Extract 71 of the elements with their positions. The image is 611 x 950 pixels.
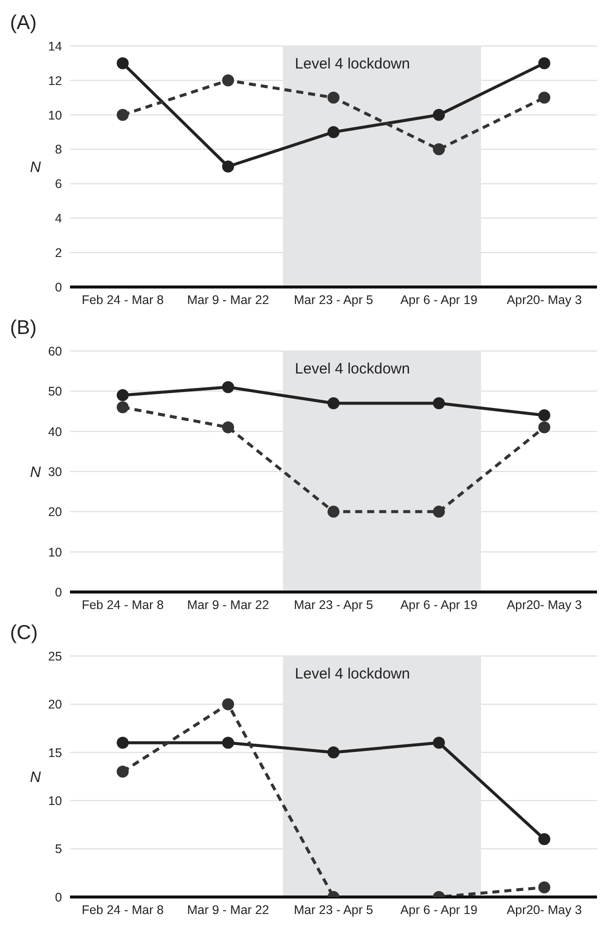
point [432, 506, 445, 518]
point [328, 746, 340, 758]
point [222, 160, 234, 172]
point [538, 92, 550, 104]
y-tick-label: 10 [48, 794, 62, 808]
point [222, 421, 234, 434]
x-tick-label: Mar 9 - Mar 22 [187, 902, 270, 917]
point [328, 92, 340, 104]
x-tick-label: Apr 6 - Apr 19 [400, 902, 478, 917]
chart-title: (B) [9, 316, 38, 341]
point [222, 698, 234, 710]
y-tick-label: 30 [48, 464, 62, 479]
y-axis-title: N [30, 464, 41, 481]
y-tick-label: 0 [55, 585, 62, 600]
point [116, 401, 129, 414]
y-tick-label: 0 [55, 280, 62, 294]
band-label: Level 4 lockdown [294, 56, 410, 73]
point [222, 74, 234, 86]
y-tick-label: 60 [48, 344, 62, 358]
point [222, 736, 234, 749]
point [538, 57, 550, 70]
point [116, 57, 129, 70]
x-tick-label: Mar 23 - Apr 5 [294, 598, 374, 612]
point [116, 108, 129, 121]
y-tick-label: 40 [48, 424, 62, 439]
point [432, 108, 445, 121]
x-tick-label: Mar 9 - Mar 22 [187, 292, 270, 307]
point [116, 389, 129, 402]
point [432, 736, 445, 749]
point [432, 143, 445, 156]
x-tick-label: Feb 24 - Mar 8 [82, 902, 164, 917]
point [328, 126, 340, 138]
x-tick-label: Mar 9 - Mar 22 [187, 598, 270, 612]
y-tick-label: 6 [55, 177, 62, 192]
y-tick-label: 14 [48, 39, 62, 54]
y-tick-label: 4 [55, 212, 62, 226]
x-tick-label: Mar 23 - Apr 5 [294, 292, 374, 307]
x-tick-label: Feb 24 - Mar 8 [82, 292, 164, 307]
x-tick-label: Apr20- May 3 [506, 598, 582, 612]
y-tick-label: 2 [55, 246, 62, 260]
band-label: Level 4 lockdown [294, 360, 410, 378]
y-tick-label: 0 [55, 890, 62, 904]
point [328, 506, 340, 518]
y-tick-label: 25 [48, 649, 62, 664]
point [222, 381, 234, 394]
chart-title: (A) [9, 11, 38, 36]
y-axis-title: N [30, 768, 41, 786]
y-tick-label: 10 [48, 545, 62, 560]
x-tick-label: Mar 23 - Apr 5 [294, 902, 374, 917]
point [538, 409, 550, 422]
y-tick-label: 20 [48, 505, 62, 520]
point [328, 397, 340, 410]
y-tick-label: 5 [55, 842, 62, 856]
y-tick-label: 10 [48, 108, 62, 122]
x-tick-label: Apr20- May 3 [506, 292, 582, 307]
y-axis-title: N [30, 158, 41, 176]
x-tick-label: Apr 6 - Apr 19 [400, 292, 478, 307]
point [432, 397, 445, 410]
y-tick-label: 15 [48, 746, 62, 760]
x-tick-label: Apr 6 - Apr 19 [400, 598, 478, 612]
point [538, 421, 550, 434]
x-tick-label: Feb 24 - Mar 8 [82, 598, 164, 612]
y-tick-label: 20 [48, 698, 62, 712]
x-tick-label: Apr20- May 3 [506, 902, 582, 917]
y-tick-label: 50 [48, 384, 62, 399]
chart-title: (C) [9, 621, 39, 646]
y-tick-label: 8 [55, 142, 62, 157]
point [116, 766, 129, 778]
y-tick-label: 12 [48, 74, 62, 88]
point [116, 736, 129, 749]
band-label: Level 4 lockdown [294, 666, 410, 683]
